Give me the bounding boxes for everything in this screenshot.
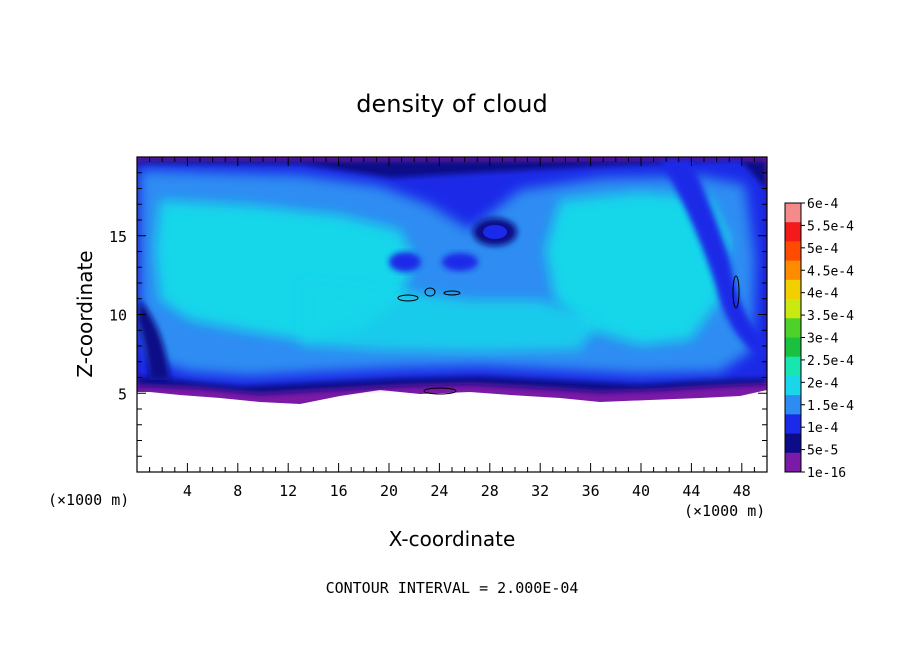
colorbar-label: 5e-5 bbox=[807, 444, 838, 459]
colorbar-label: 4.5e-4 bbox=[807, 264, 854, 279]
colorbar-swatch bbox=[785, 260, 801, 281]
colorbar-swatch bbox=[785, 433, 801, 454]
x-tick-label: 48 bbox=[733, 482, 751, 500]
colorbar-label: 6e-4 bbox=[807, 197, 838, 212]
y-axis-label: Z-coordinate bbox=[73, 250, 97, 377]
colorbar: 6e-4 5.5e-4 5e-4 4.5e-4 4e-4 3.5e-4 3e-4 2.5e-4… bbox=[784, 197, 854, 481]
colorbar-swatch bbox=[785, 241, 801, 262]
x-tick-label: 8 bbox=[233, 482, 242, 500]
heatmap-field bbox=[137, 157, 767, 472]
colorbar-swatch bbox=[785, 414, 801, 435]
x-tick-label: 28 bbox=[481, 482, 499, 500]
colorbar-label: 1e-4 bbox=[807, 421, 838, 436]
colorbar-swatch bbox=[785, 375, 801, 396]
colorbar-label: 1e-16 bbox=[807, 466, 846, 481]
colorbar-label: 1.5e-4 bbox=[807, 399, 854, 414]
x-tick-label: 36 bbox=[582, 482, 600, 500]
colorbar-label: 4e-4 bbox=[807, 287, 838, 302]
y-tick-label: 10 bbox=[109, 307, 127, 325]
chart-title: density of cloud bbox=[356, 90, 547, 118]
x-tick-label: 44 bbox=[682, 482, 700, 500]
x-tick-label: 20 bbox=[380, 482, 398, 500]
colorbar-swatch bbox=[785, 452, 801, 473]
x-axis: 4 8 12 16 20 24 28 32 36 40 44 48 bbox=[149, 157, 755, 500]
colorbar-label: 3e-4 bbox=[807, 332, 838, 347]
colorbar-swatch bbox=[785, 203, 801, 223]
x-tick-label: 24 bbox=[430, 482, 448, 500]
contour-interval-note: CONTOUR INTERVAL = 2.000E-04 bbox=[326, 579, 579, 597]
colorbar-label: 3.5e-4 bbox=[807, 309, 854, 324]
x-unit-label: (×1000 m) bbox=[684, 502, 765, 520]
colorbar-swatch bbox=[785, 395, 801, 415]
colorbar-label: 2.5e-4 bbox=[807, 354, 854, 369]
x-tick-label: 12 bbox=[279, 482, 297, 500]
x-tick-label: 40 bbox=[632, 482, 650, 500]
x-tick-label: 32 bbox=[531, 482, 549, 500]
x-axis-label: X-coordinate bbox=[389, 527, 516, 551]
colorbar-label: 2e-4 bbox=[807, 376, 838, 391]
z-unit-label: (×1000 m) bbox=[48, 491, 129, 509]
x-tick-label: 4 bbox=[183, 482, 192, 500]
y-tick-label: 15 bbox=[109, 228, 127, 246]
colorbar-swatch bbox=[785, 279, 801, 300]
colorbar-swatch bbox=[785, 337, 801, 358]
colorbar-label: 5e-4 bbox=[807, 242, 838, 257]
y-tick-label: 5 bbox=[118, 385, 127, 403]
colorbar-swatch bbox=[785, 318, 801, 338]
colorbar-label: 5.5e-4 bbox=[807, 219, 854, 234]
colorbar-swatch bbox=[785, 222, 801, 242]
x-tick-label: 16 bbox=[330, 482, 348, 500]
colorbar-swatch bbox=[785, 356, 801, 377]
colorbar-swatch bbox=[785, 299, 801, 319]
y-axis: 5 10 15 bbox=[109, 172, 767, 457]
